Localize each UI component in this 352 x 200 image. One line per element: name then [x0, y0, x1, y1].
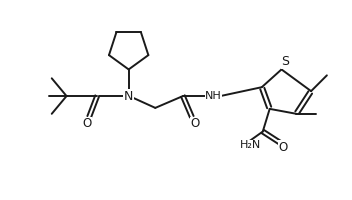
Text: S: S	[282, 55, 289, 68]
Text: O: O	[190, 117, 199, 130]
Text: NH: NH	[205, 91, 222, 101]
Text: O: O	[279, 141, 288, 154]
Text: O: O	[83, 117, 92, 130]
Text: H₂N: H₂N	[240, 140, 262, 150]
Text: N: N	[124, 90, 133, 103]
